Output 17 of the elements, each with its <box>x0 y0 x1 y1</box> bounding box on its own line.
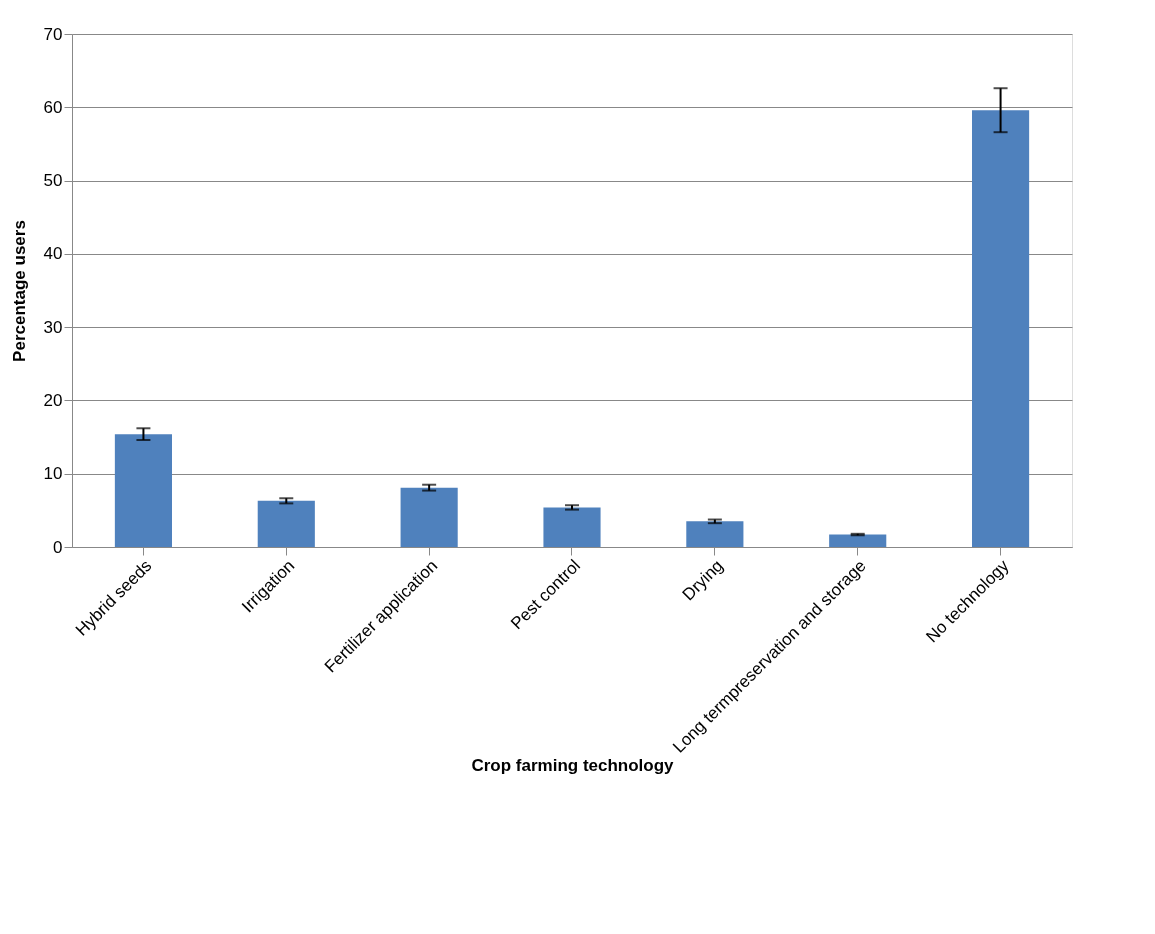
bar <box>829 534 887 547</box>
y-tick-label: 50 <box>43 171 63 191</box>
x-axis-title: Crop farming technology <box>471 755 675 775</box>
bar <box>400 487 458 547</box>
bar <box>114 434 172 547</box>
bar <box>543 507 601 547</box>
y-tick-label: 70 <box>43 24 63 44</box>
bar <box>972 110 1030 547</box>
y-tick-label: 20 <box>43 390 63 410</box>
y-tick-label: 0 <box>53 537 63 557</box>
y-tick-label: 60 <box>43 97 63 117</box>
y-tick-label: 40 <box>43 244 63 264</box>
y-tick-label: 10 <box>43 464 63 484</box>
bar <box>686 521 744 547</box>
y-axis-title: Percentage users <box>9 220 29 362</box>
y-tick-label: 30 <box>43 317 63 337</box>
bar <box>257 500 315 547</box>
